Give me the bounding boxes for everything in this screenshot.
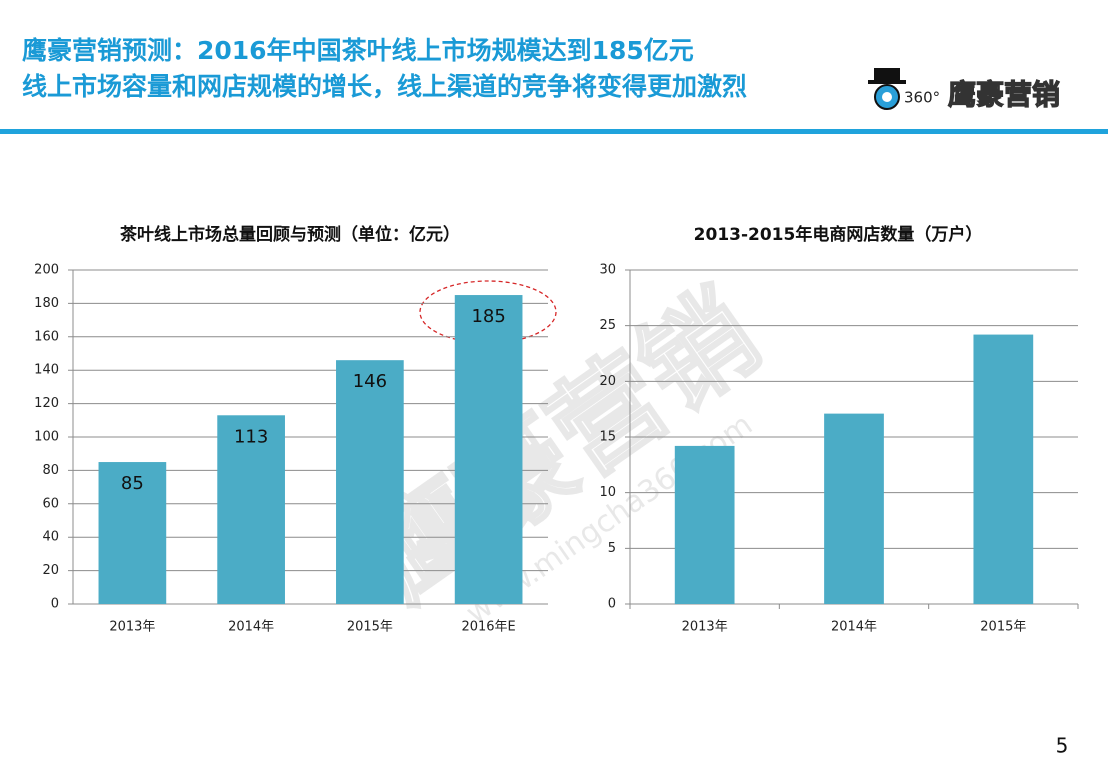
y-tick-label: 0 — [608, 597, 616, 612]
bar — [454, 295, 523, 604]
x-tick-label: 2015年 — [980, 620, 1026, 635]
bar — [336, 360, 404, 604]
x-tick-label: 2014年 — [228, 620, 274, 635]
x-tick-label: 2013年 — [109, 620, 155, 635]
y-tick-label: 10 — [599, 485, 616, 500]
logo: 360° 鹰豪营销 — [868, 68, 1061, 112]
chart-title: 茶叶线上市场总量回顾与预测（单位：亿元） — [120, 224, 460, 245]
header-line: 线上市场容量和网店规模的增长，线上渠道的竞争将变得更加激烈 — [22, 72, 747, 101]
y-tick-label: 180 — [34, 296, 59, 311]
value-label: 185 — [471, 306, 505, 327]
y-tick-label: 100 — [34, 430, 59, 445]
logo-mark: 360° — [904, 89, 940, 107]
bar — [824, 413, 884, 604]
bar — [217, 415, 285, 604]
y-tick-label: 60 — [42, 496, 59, 511]
value-label: 146 — [353, 371, 387, 392]
x-tick-label: 2016年E — [461, 620, 515, 635]
y-tick-label: 140 — [34, 363, 59, 378]
y-tick-label: 15 — [599, 430, 616, 445]
chart-title: 2013-2015年电商网店数量（万户） — [694, 224, 983, 245]
x-tick-label: 2014年 — [831, 620, 877, 635]
x-tick-label: 2013年 — [682, 620, 728, 635]
y-tick-label: 200 — [34, 263, 59, 278]
header-line: 鹰豪营销预测：2016年中国茶叶线上市场规模达到185亿元 — [22, 36, 694, 65]
bar — [973, 334, 1034, 604]
y-tick-label: 5 — [608, 541, 616, 556]
value-label: 113 — [234, 426, 268, 447]
logo-brand: 鹰豪营销 — [948, 78, 1060, 111]
page-number: 5 — [1056, 734, 1069, 758]
bar — [98, 462, 167, 604]
y-tick-label: 20 — [42, 563, 59, 578]
value-label: 85 — [121, 473, 144, 494]
y-tick-label: 30 — [599, 263, 616, 278]
y-tick-label: 120 — [34, 396, 59, 411]
logo-eye — [882, 92, 892, 102]
logo-hat — [874, 68, 900, 82]
y-tick-label: 20 — [599, 374, 616, 389]
x-tick-label: 2015年 — [347, 620, 393, 635]
header-rule — [0, 129, 1108, 134]
logo-hat — [868, 80, 906, 84]
y-tick-label: 80 — [42, 463, 59, 478]
y-tick-label: 25 — [599, 318, 616, 333]
y-tick-label: 0 — [51, 597, 59, 612]
y-tick-label: 40 — [42, 530, 59, 545]
bar — [674, 445, 735, 604]
y-tick-label: 160 — [34, 329, 59, 344]
